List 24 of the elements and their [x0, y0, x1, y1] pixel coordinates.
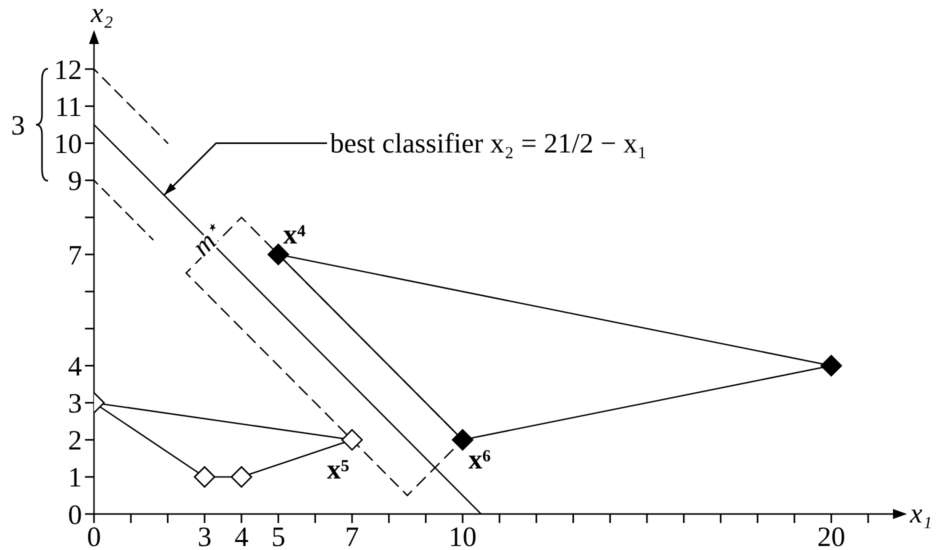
x-tick-label: 20: [817, 522, 846, 550]
y-tick-label: 0: [68, 500, 82, 531]
x-axis-title: x₁: [909, 498, 932, 530]
annotation: 3: [11, 110, 25, 142]
y-tick-label: 2: [68, 426, 82, 457]
y-tick-label: 1: [68, 462, 82, 494]
annotation: x⁶: [468, 444, 491, 476]
x-tick-label: 7: [345, 522, 360, 550]
y-tick-label: 12: [54, 54, 82, 86]
x-tick-label: 0: [87, 522, 101, 550]
y-axis-title: x₂: [90, 0, 114, 29]
x-tick-label: 3: [198, 522, 212, 550]
annotation: best classifier x₂ = 21/2 − x₁: [330, 128, 648, 160]
x-tick-label: 4: [234, 522, 248, 550]
y-tick-label: 9: [68, 166, 82, 198]
y-tick-label: 10: [54, 129, 82, 160]
annotation: x⁵: [326, 454, 350, 486]
annotation: x⁴: [283, 219, 306, 250]
x-tick-label: 10: [448, 522, 477, 550]
y-tick-label: 7: [68, 240, 82, 272]
x-tick-label: 5: [271, 522, 286, 550]
y-tick-label: 3: [68, 388, 82, 420]
y-tick-label: 11: [55, 92, 82, 123]
y-tick-label: 4: [68, 351, 82, 382]
